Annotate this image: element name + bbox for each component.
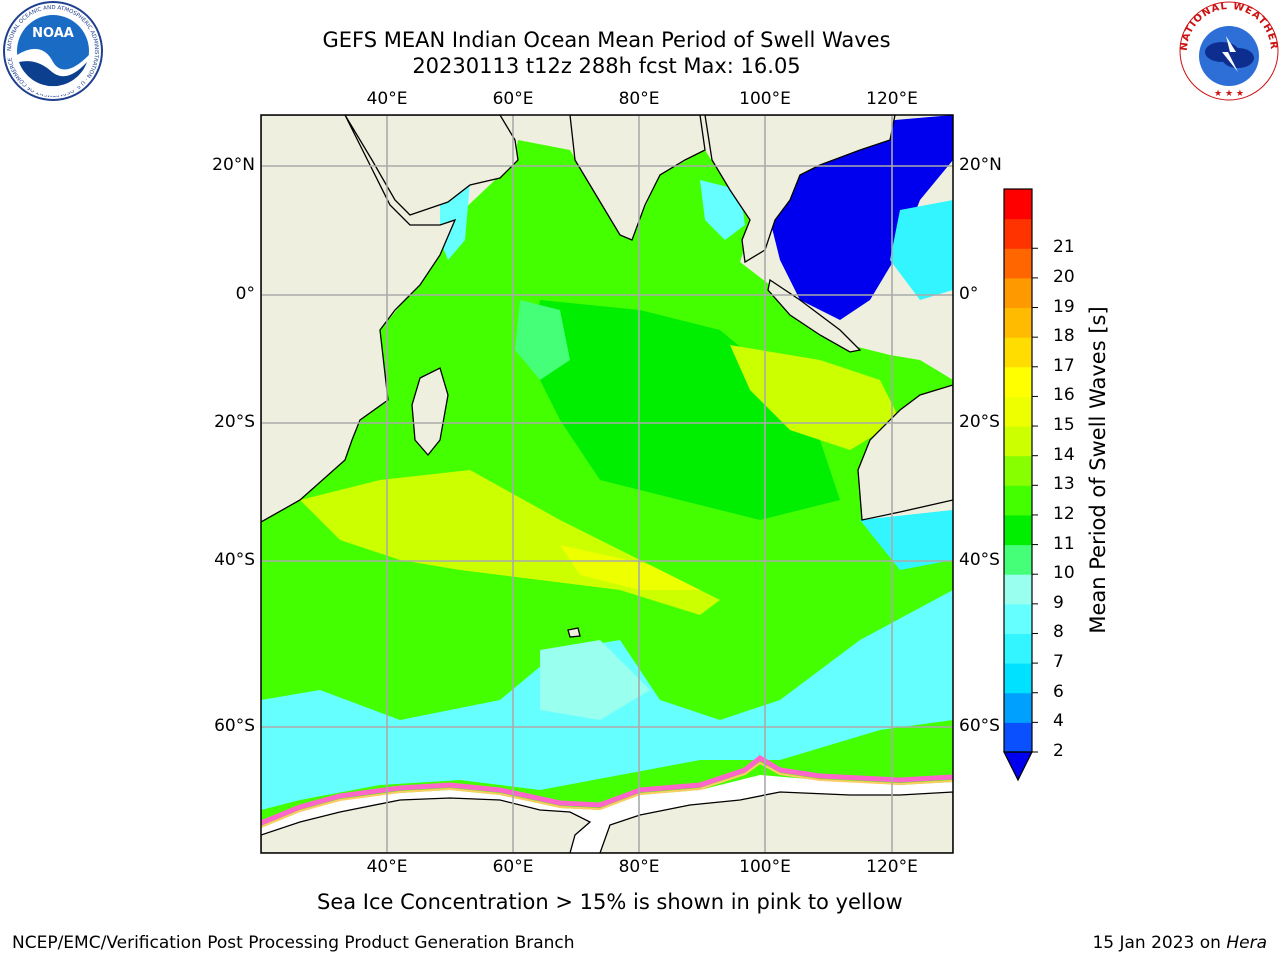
- colorbar-tick-label: 7: [1053, 652, 1064, 673]
- colorbar-tick-label: 16: [1053, 385, 1075, 406]
- producer-credit: NCEP/EMC/Verification Post Processing Pr…: [12, 933, 575, 953]
- lon-label-top-120e: 120°E: [866, 89, 918, 109]
- southeast-asia: [704, 115, 896, 264]
- land-masses: [261, 115, 953, 853]
- region-9s-green: [515, 300, 570, 380]
- lon-label-bottom-120e: 120°E: [866, 857, 918, 877]
- lon-label-bottom-100e: 100°E: [739, 857, 791, 877]
- sea-ice-footnote: Sea Ice Concentration > 15% is shown in …: [317, 890, 903, 914]
- lat-label-left-20n: 20°N: [212, 155, 255, 175]
- colorbar-tick-label: 15: [1053, 415, 1075, 436]
- madagascar: [411, 367, 449, 457]
- region-10-11s: [530, 300, 840, 520]
- colorbar-bin: [1004, 218, 1032, 249]
- ocean-base: [261, 140, 953, 828]
- colorbar-tick-label: 10: [1053, 563, 1075, 584]
- colorbar-bin: [1004, 426, 1032, 457]
- colorbar-bin: [1004, 663, 1032, 694]
- lat-label-left-20s: 20°S: [214, 412, 255, 432]
- lon-label-top-80e: 80°E: [618, 89, 660, 109]
- map-frame: [260, 114, 954, 854]
- colorbar-tick-label: 19: [1053, 296, 1075, 317]
- colorbar-tick-label: 21: [1053, 237, 1075, 258]
- colorbar-bin: [1004, 337, 1032, 368]
- colorbar-tick-label: 14: [1053, 444, 1075, 465]
- colorbar-frame: [1003, 188, 1033, 753]
- lon-label-top-60e: 60°E: [492, 89, 534, 109]
- colorbar-tick-label: 12: [1053, 503, 1075, 524]
- colorbar-tick-label: 6: [1053, 681, 1064, 702]
- colorbar-bin: [1004, 366, 1032, 397]
- gridlines: [261, 115, 953, 853]
- lat-label-right-0: 0°: [959, 284, 979, 304]
- colorbar-bin: [1004, 722, 1032, 753]
- colorbar-bin: [1004, 455, 1032, 486]
- colorbar-label: Mean Period of Swell Waves [s]: [1086, 306, 1110, 634]
- lon-label-bottom-40e: 40°E: [366, 857, 408, 877]
- colorbar-bin: [1004, 248, 1032, 279]
- generation-date: 15 Jan 2023 on Hera: [1092, 933, 1267, 953]
- colorbar-bin: [1004, 189, 1032, 220]
- colorbar-bin: [1004, 633, 1032, 664]
- colorbar-bin: [1004, 603, 1032, 634]
- colorbar-tick-label: 9: [1053, 592, 1064, 613]
- chart-title: GEFS MEAN Indian Ocean Mean Period of Sw…: [322, 28, 891, 52]
- lat-label-left-60s: 60°S: [214, 716, 255, 736]
- swell-period-field: [261, 115, 953, 853]
- colorbar-tick-label: 4: [1053, 711, 1064, 732]
- lat-label-left-40s: 40°S: [214, 550, 255, 570]
- colorbar-bin: [1004, 277, 1032, 309]
- colorbar-bin: [1004, 544, 1032, 575]
- noaa-logo: NATIONAL OCEANIC AND ATMOSPHERIC ADMINIS…: [3, 1, 103, 101]
- svg-text:★ ★ ★: ★ ★ ★: [1214, 89, 1244, 99]
- region-6s-indonesia: [890, 200, 953, 300]
- region-14s-band: [560, 545, 700, 590]
- colorbar-bin: [1004, 692, 1032, 723]
- lon-label-bottom-80e: 80°E: [618, 857, 660, 877]
- colorbar-tick-label: 20: [1053, 266, 1075, 287]
- lat-label-left-0: 0°: [235, 284, 255, 304]
- colorbar-tick-label: 18: [1053, 326, 1075, 347]
- colorbar-bin: [1004, 307, 1032, 338]
- colorbar-tick-label: 8: [1053, 622, 1064, 643]
- colorbar-tick-label: 17: [1053, 355, 1075, 376]
- colorbar-bin: [1004, 485, 1032, 516]
- sea-ice-edge-inner: [261, 761, 953, 828]
- colorbar-bin: [1004, 396, 1032, 427]
- antarctica: [261, 791, 953, 853]
- lat-label-right-40s: 40°S: [959, 550, 1000, 570]
- colorbar-tick-label: 11: [1053, 533, 1075, 554]
- kerguelen: [567, 627, 581, 638]
- noaa-logo-text: NOAA: [32, 26, 74, 41]
- colorbar-tick-label: 2: [1053, 741, 1064, 761]
- machine-name: Hera: [1226, 933, 1267, 953]
- sea-ice-edge: [261, 754, 953, 826]
- nws-logo: NATIONAL WEATHER SERVICE ★ ★ ★: [1178, 0, 1279, 101]
- lat-label-right-20n: 20°N: [959, 155, 1002, 175]
- lon-label-top-40e: 40°E: [366, 89, 408, 109]
- generation-date-text: 15 Jan 2023 on: [1092, 933, 1227, 953]
- australia: [857, 384, 953, 521]
- colorbar-tick-label: 13: [1053, 474, 1075, 495]
- lon-label-bottom-60e: 60°E: [492, 857, 534, 877]
- lat-label-right-60s: 60°S: [959, 716, 1000, 736]
- colorbar-bin: [1004, 574, 1032, 605]
- colorbar-under-arrow: [1003, 751, 1033, 782]
- lat-label-right-20s: 20°S: [959, 412, 1000, 432]
- colorbar-bin: [1004, 514, 1032, 546]
- sumatra: [767, 278, 862, 353]
- colorbar: [1003, 188, 1038, 782]
- region-7s-east: [860, 510, 953, 570]
- region-9s-south: [540, 640, 650, 720]
- lon-label-top-100e: 100°E: [739, 89, 791, 109]
- chart-subtitle: 20230113 t12z 288h fcst Max: 16.05: [412, 54, 801, 78]
